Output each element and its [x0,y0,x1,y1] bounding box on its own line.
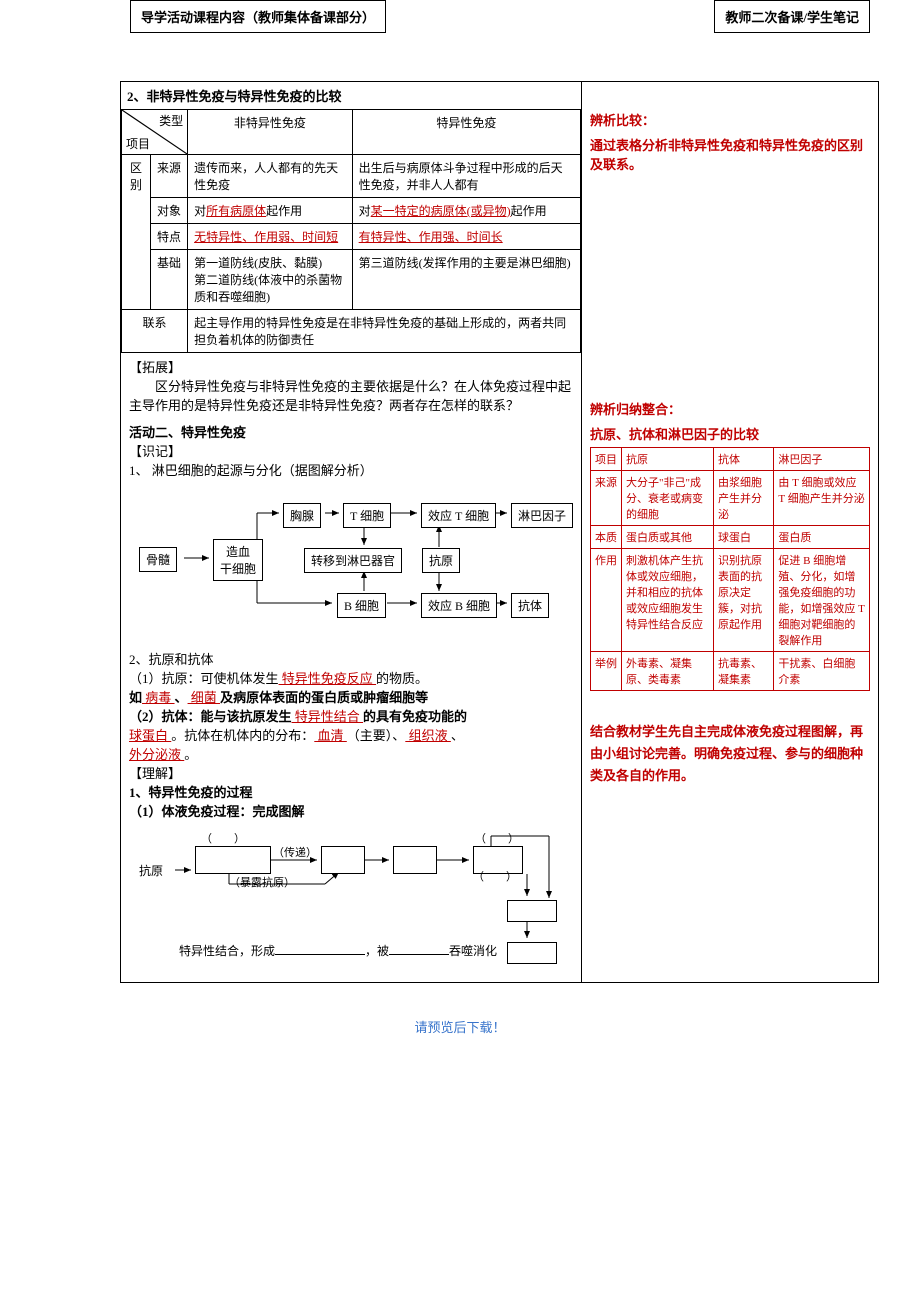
diag-header-cell: 类型 项目 [122,110,188,155]
row-relation-text: 起主导作用的特异性免疫是在非特异性免疫的基础上形成的，两者共同担负着机体的防御责… [188,310,581,353]
diag-top: 类型 [159,112,183,129]
activity2-block: 活动二、特异性免疫 【识记】 1、 淋巴细胞的起源与分化（据图解分析） [121,418,581,982]
header-left: 导学活动课程内容（教师集体备课部分） [130,0,386,33]
col2-header: 特异性免疫 [352,110,580,155]
proc-box2 [321,846,365,874]
st-r2l: 本质 [591,526,622,549]
side-cmp-title: 辨析比较： [590,110,870,129]
proc-box6 [507,942,557,964]
side-comparison-table: 项目 抗原 抗体 淋巴因子 来源 大分子"非己"成分、衰老或病变的细胞 由浆细胞… [590,447,870,691]
row-feature-c2: 有特异性、作用强、时间长 [352,224,580,250]
st-h2: 抗体 [713,448,773,471]
node-kt: 抗体 [511,593,549,618]
side-column: 辨析比较： 通过表格分析非特异性免疫和特异性免疫的区别及联系。 辨析归纳整合： … [581,81,879,983]
node-tc: T 细胞 [343,503,391,528]
humoral-diagram: （ ） （传递） （ ） 抗原 （ ） （暴露抗原） 特异性结合，形成，被吞噬消… [129,826,573,978]
understand-label: 【理解】 [129,763,573,782]
side-bottom-text: 结合教材学生先自主完成体液免疫过程图解，再由小组讨论完善。明确免疫过程、参与的细… [590,721,870,787]
main-column: 2、非特异性免疫与特异性免疫的比较 类型 项目 非特异性免疫 特异性免疫 区别 … [120,81,581,983]
antigen-line2: 如 病毒 、 细菌 及病原体表面的蛋白质或肿瘤细胞等 [129,687,573,706]
row-target-c1: 对所有病原体起作用 [188,198,353,224]
st-r1c2: 由浆细胞产生并分泌 [713,471,773,526]
st-r4c2: 抗毒素、凝集素 [713,652,773,691]
expand-title: 【拓展】 [129,357,573,376]
proc-start: 抗原 [139,862,163,879]
header-row: 导学活动课程内容（教师集体备课部分） 教师二次备课/学生笔记 [0,0,920,41]
row-basis-c2: 第三道防线(发挥作用的主要是淋巴细胞) [352,250,580,310]
row-basis-label: 基础 [151,250,188,310]
origin-diagram: 骨髓 造血 干细胞 胸腺 T 细胞 转移到淋巴器官 抗原 B 细胞 效应 T 细… [129,483,573,645]
page-columns: 2、非特异性免疫与特异性免疫的比较 类型 项目 非特异性免疫 特异性免疫 区别 … [0,21,920,1003]
row-target-label: 对象 [151,198,188,224]
antibody-line3: 外分泌液 。 [129,744,573,763]
row-target-c2: 对某一特定的病原体(或异物)起作用 [352,198,580,224]
st-r2c2: 球蛋白 [713,526,773,549]
node-zy: 转移到淋巴器官 [304,548,402,573]
st-r4c1: 外毒素、凝集原、类毒素 [622,652,714,691]
side-cmp-text: 通过表格分析非特异性免疫和特异性免疫的区别及联系。 [590,135,870,173]
act2-p2-title: 2、抗原和抗体 [129,649,573,668]
st-h0: 项目 [591,448,622,471]
node-xx: 胸腺 [283,503,321,528]
node-eb: 效应 B 细胞 [421,593,497,618]
st-r3c1: 刺激机体产生抗体或效应细胞，并和相应的抗体或效应细胞发生特异性结合反应 [622,549,714,652]
comparison-table: 类型 项目 非特异性免疫 特异性免疫 区别 来源 遗传而来，人人都有的先天性免疫… [121,109,581,353]
diag-bot: 项目 [126,135,150,152]
node-zx: 造血 干细胞 [213,539,263,581]
proc-bottom-line: 特异性结合，形成，被吞噬消化 [179,942,497,959]
footer-note: 请预览后下载！ [0,1003,920,1050]
antibody-line1: （2）抗体：能与该抗原发生 特异性结合 的具有免疫功能的 [129,706,573,725]
node-lf: 淋巴因子 [511,503,573,528]
st-r3l: 作用 [591,549,622,652]
expose-label: （暴露抗原） [229,874,295,890]
side-tbl-title2: 抗原、抗体和淋巴因子的比较 [590,424,870,443]
expand-block: 【拓展】 区分特异性免疫与非特异性免疫的主要依据是什么？在人体免疫过程中起主导作… [121,353,581,418]
proc-box5 [507,900,557,922]
act2-title: 活动二、特异性免疫 [129,422,573,441]
node-ky: 抗原 [422,548,460,573]
row-feature-label: 特点 [151,224,188,250]
proc-box1 [195,846,271,874]
row-feature-c1: 无特异性、作用弱、时间短 [188,224,353,250]
act2-p1-title: 1、 淋巴细胞的起源与分化（据图解分析） [129,460,573,479]
st-h3: 淋巴因子 [774,448,870,471]
expand-text: 区分特异性免疫与非特异性免疫的主要依据是什么？在人体免疫过程中起主导作用的是特异… [129,376,573,414]
block-label: 区别 [122,155,151,310]
st-r1c3: 由 T 细胞或效应 T 细胞产生并分泌 [774,471,870,526]
proc-title: 1、特异性免疫的过程 [129,782,573,801]
antibody-line2: 球蛋白 。抗体在机体内的分布： 血清 （主要）、 组织液 、 [129,725,573,744]
st-r1c1: 大分子"非己"成分、衰老或病变的细胞 [622,471,714,526]
act2-know: 【识记】 [129,441,573,460]
st-r4l: 举例 [591,652,622,691]
antigen-line1: （1）抗原：可使机体发生 特异性免疫反应 的物质。 [129,668,573,687]
proc-sub: （1）体液免疫过程：完成图解 [129,801,573,820]
row-basis-c1: 第一道防线(皮肤、黏膜) 第二道防线(体液中的杀菌物质和吞噬细胞) [188,250,353,310]
sec2-title: 2、非特异性免疫与特异性免疫的比较 [121,82,581,109]
st-h1: 抗原 [622,448,714,471]
st-r3c2: 识别抗原表面的抗原决定簇，对抗原起作用 [713,549,773,652]
row-source-label: 来源 [151,155,188,198]
st-r4c3: 干扰素、白细胞介素 [774,652,870,691]
node-bc: B 细胞 [337,593,386,618]
proc-box3 [393,846,437,874]
row-source-c1: 遗传而来，人人都有的先天性免疫 [188,155,353,198]
row-relation-label: 联系 [122,310,188,353]
st-r2c3: 蛋白质 [774,526,870,549]
header-right: 教师二次备课/学生笔记 [714,0,870,33]
st-r1l: 来源 [591,471,622,526]
row-source-c2: 出生后与病原体斗争过程中形成的后天性免疫，并非人人都有 [352,155,580,198]
pass-label: （传递） [273,844,317,860]
st-r3c3: 促进 B 细胞增殖、分化，如增强免疫细胞的功能，如增强效应 T 细胞对靶细胞的裂… [774,549,870,652]
node-et: 效应 T 细胞 [421,503,496,528]
node-gs: 骨髓 [139,547,177,572]
st-r2c1: 蛋白质或其他 [622,526,714,549]
side-tbl-title1: 辨析归纳整合： [590,399,870,418]
col1-header: 非特异性免疫 [188,110,353,155]
